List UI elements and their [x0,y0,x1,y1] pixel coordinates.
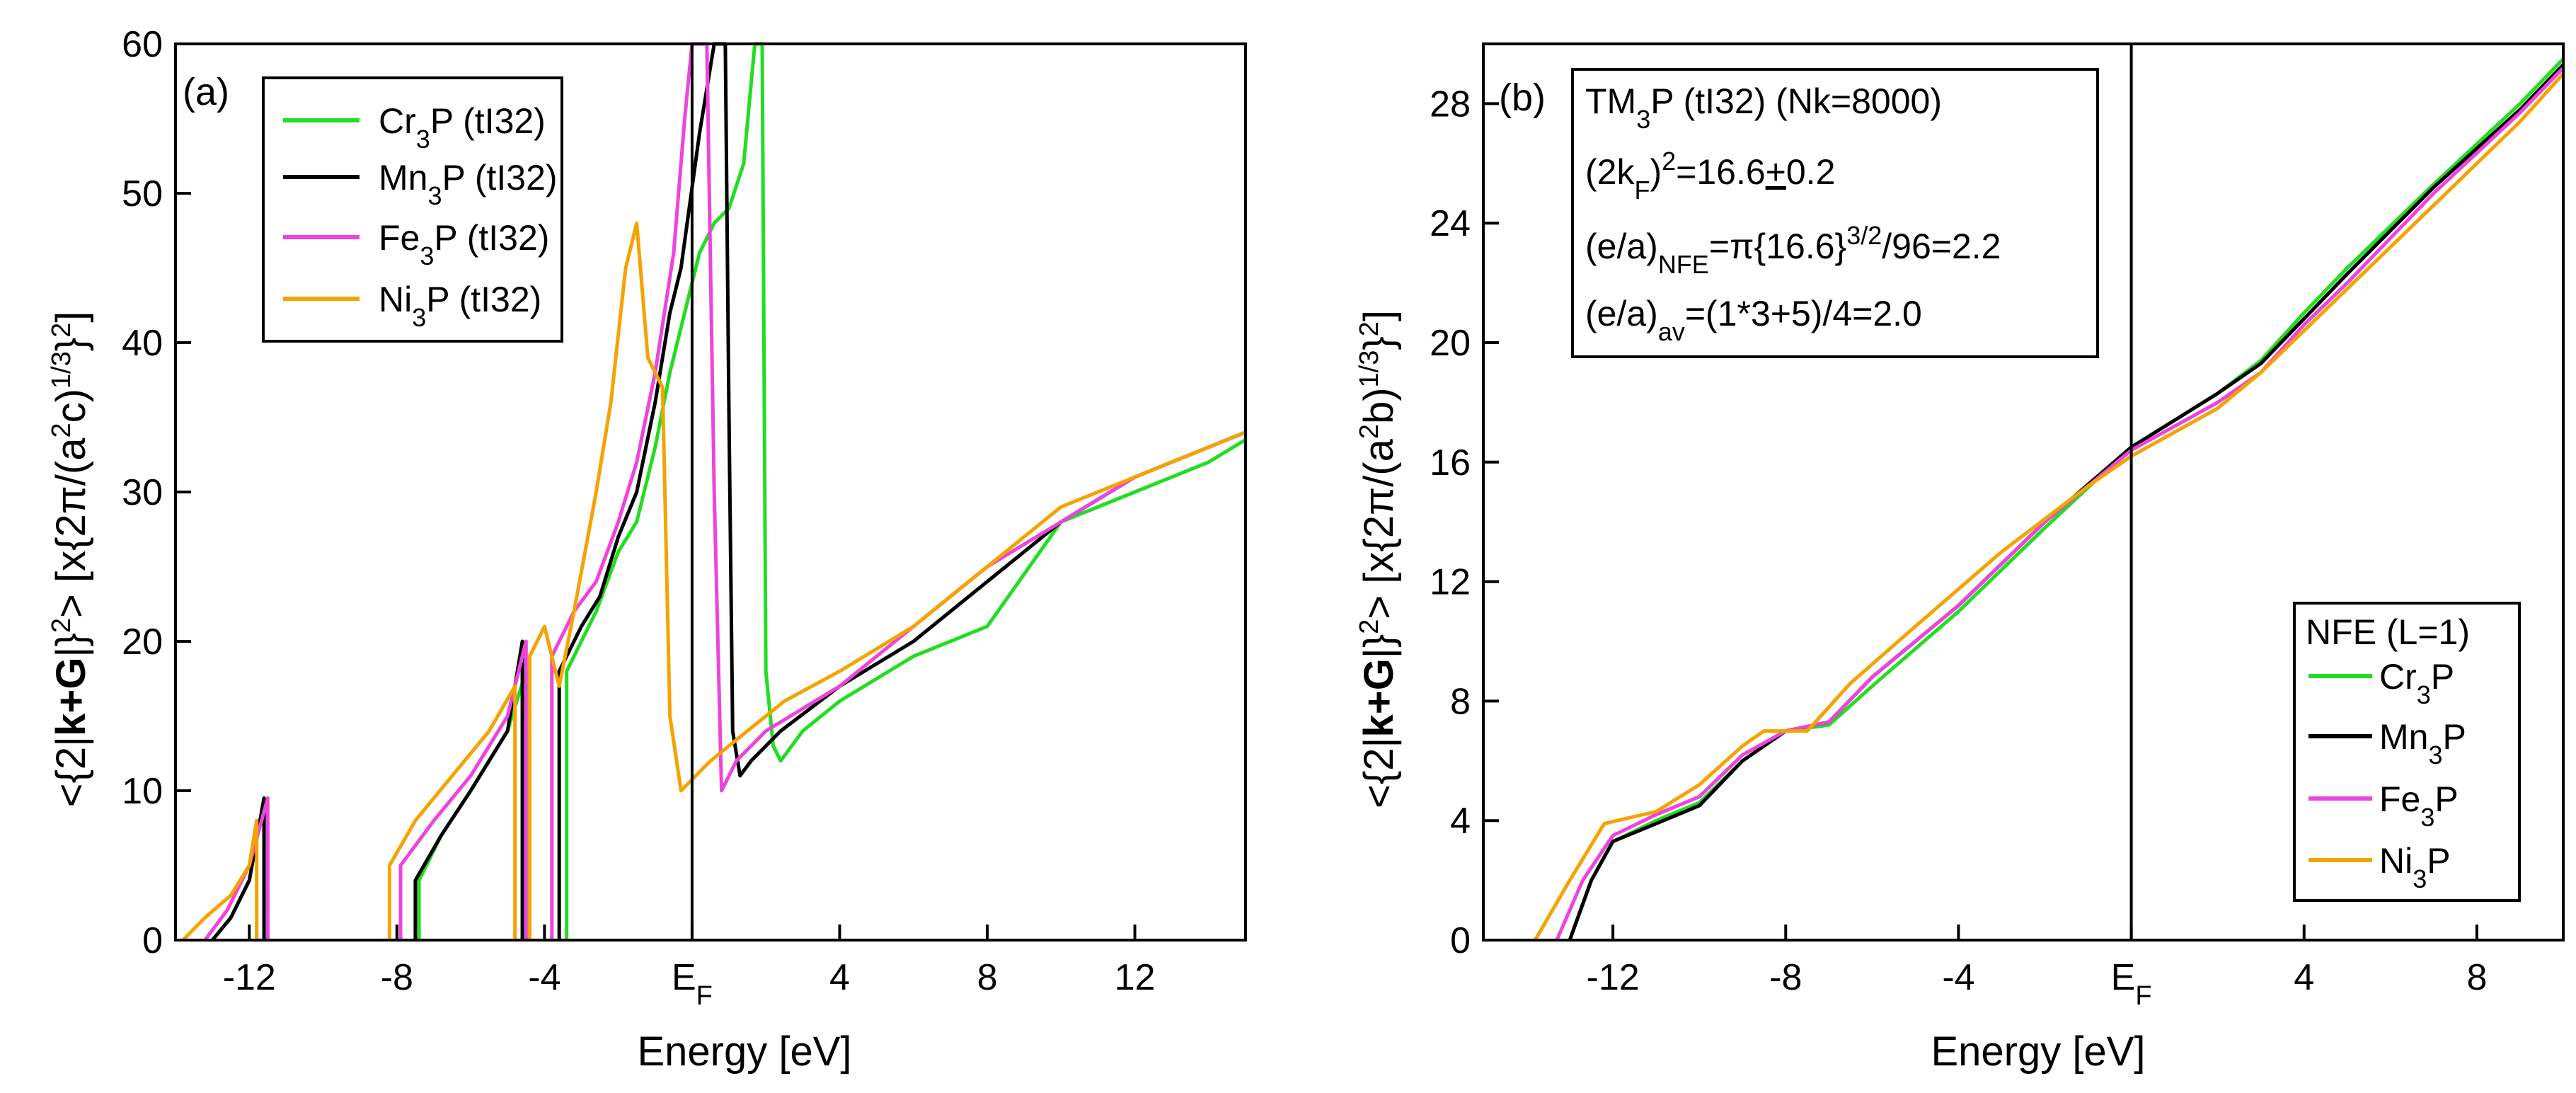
series-line-cr3p-b-0 [1568,57,2565,941]
series-line-ni3p-a-1 [387,684,517,940]
series-line-ni3p-a-0 [181,818,259,942]
x-tick-label: -8 [1769,957,1802,998]
x-tick-label: -12 [1587,957,1640,998]
x-tick-label: -8 [381,957,413,998]
panel-b-tag: (b) [1499,76,1546,119]
y-tick-label: 40 [122,323,163,364]
panel-a-x-axis-title: Energy [eV] [637,1029,851,1075]
panel-a-y-axis-title: <{2|k+G|}2> [x{2π/(a2c)1/3}2] [47,311,94,808]
series-line-ni3p-a-2 [528,221,1246,940]
y-tick-label: 8 [1450,681,1471,722]
panel-b-legend-title: NFE (L=1) [2306,612,2470,652]
y-tick-label: 0 [142,920,163,961]
x-tick-label: -12 [223,957,276,998]
panel-a-tag: (a) [183,71,229,113]
x-tick-label: 4 [2294,957,2314,998]
panel-a: -12 -8 -4 EF 4 8 12 0 10 20 30 40 50 60 (a) Energy [e… [47,24,1247,1075]
y-tick-label: 30 [122,472,163,513]
panel-b: -12 -8 -4 EF 4 8 0 4 8 12 16 20 24 28 (b) Energy [eV]… [1355,42,2565,1075]
panel-b-x-axis-title: Energy [eV] [1931,1029,2145,1075]
panel-b-legend-box [2293,602,2521,902]
x-tick-label: 8 [977,957,998,998]
y-tick-label: 0 [1450,920,1471,961]
panel-b-info-frame [1571,68,2099,358]
series-line-mn3p-a-2 [557,42,1246,940]
series-line-ni3p-b-0 [1534,72,2565,942]
y-tick-label: 60 [122,24,163,65]
x-tick-label: EF [672,957,713,1011]
series-line-fe3p-b-0 [1555,67,2565,941]
series-line-fe3p-a-1 [398,639,528,940]
x-tick-label: -4 [528,957,560,998]
panel-b-series [1534,57,2565,942]
x-tick-label: EF [2111,957,2152,1011]
series-line-fe3p-a-2 [550,42,1246,940]
series-line-cr3p-a-2 [565,42,1247,940]
y-tick-label: 50 [122,173,163,214]
y-tick-label: 20 [122,622,163,663]
panel-b-plot-frame [1482,42,2565,942]
series-line-mn3p-a-0 [211,796,266,942]
x-tick-label: 8 [2466,957,2487,998]
series-line-mn3p-a-1 [413,639,524,940]
panel-a-series [181,42,1247,942]
panel-b-legend: NFE (L=1) Cr3P Mn3P Fe3P Ni3P [2293,602,2521,902]
x-tick-label: 12 [1115,957,1156,998]
panel-a-ticks: -12 -8 -4 EF 4 8 12 0 10 20 30 40 50 60 [122,24,1155,1011]
panel-b-y-axis-title: <{2|k+G|}2> [x{2π/(a2b)1/3}2] [1355,310,1402,808]
y-tick-label: 12 [1430,562,1471,603]
y-tick-label: 24 [1430,203,1471,244]
y-tick-label: 10 [122,771,163,812]
y-tick-label: 20 [1430,323,1471,364]
x-tick-label: -4 [1942,957,1974,998]
y-tick-label: 16 [1430,442,1471,483]
y-tick-label: 4 [1450,801,1471,842]
panel-b-info-box: TM3P (tI32) (Nk=8000) (2kF)2=16.6+0.2 (e… [1571,68,2099,358]
panel-a-legend: Cr3P (tI32) Mn3P (tI32) Fe3P (tI32) Ni3P… [262,76,563,343]
x-tick-label: 4 [829,957,850,998]
y-tick-label: 28 [1430,84,1471,125]
